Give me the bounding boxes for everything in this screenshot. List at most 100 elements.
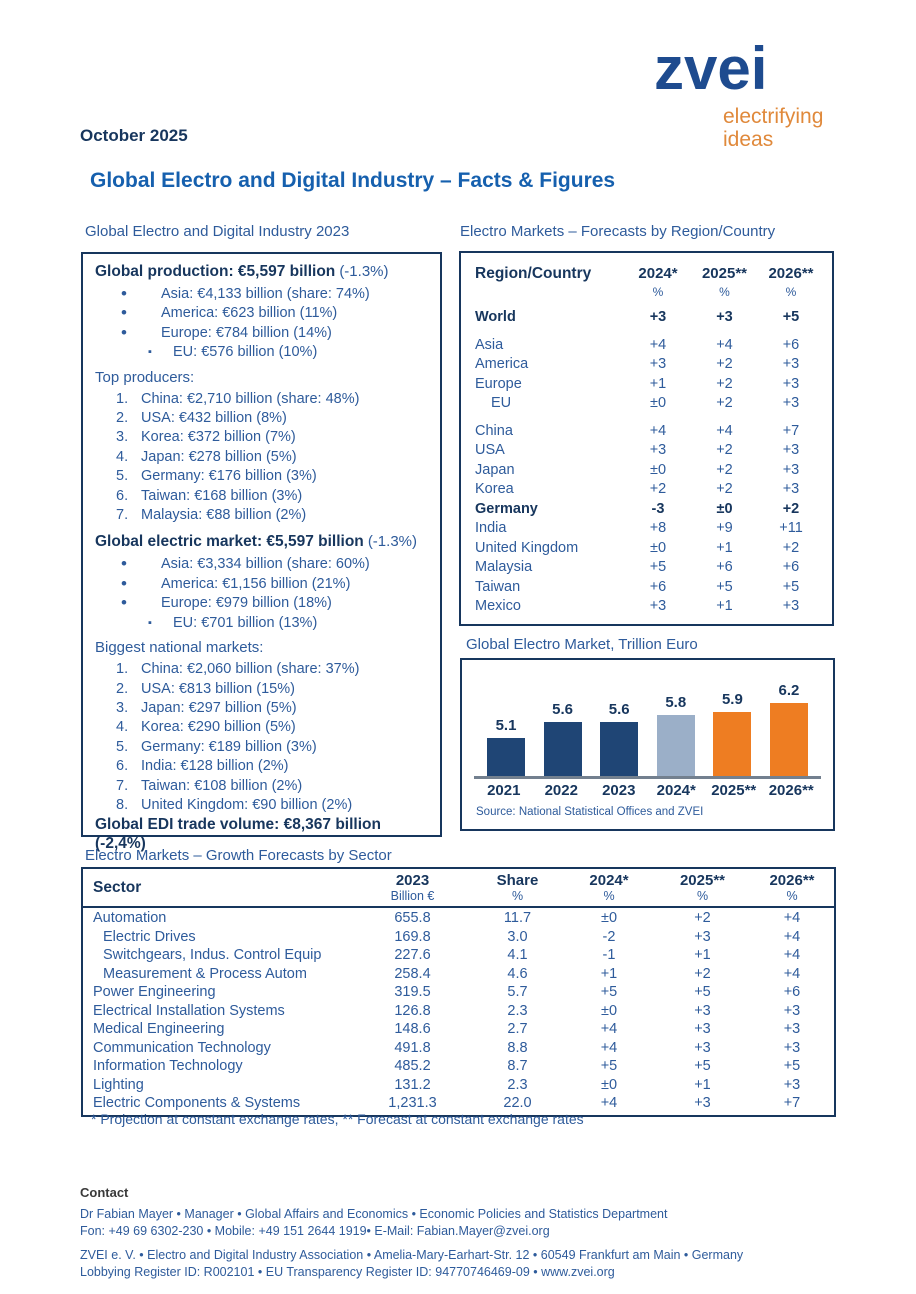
bar-value-label: 5.8 xyxy=(665,694,687,711)
sector-value: 3.0 xyxy=(507,928,528,945)
item-number: 6. xyxy=(116,758,129,775)
region-value: +3 xyxy=(649,442,667,458)
sector-value: +4 xyxy=(600,1039,618,1056)
sector-table-row: Electrical Installation Systems 126.8 2.3 ±… xyxy=(83,1002,834,1021)
sector-value: +5 xyxy=(600,1058,618,1074)
trade-volume-line: Global EDI trade volume: €8,367 billion … xyxy=(95,816,381,853)
sector-value: +1 xyxy=(600,965,618,982)
region-value: +5 xyxy=(649,559,667,575)
sector-value: +3 xyxy=(783,1021,801,1037)
region-year-header: 2026**% xyxy=(758,264,824,300)
bar xyxy=(543,722,582,776)
region-value: +6 xyxy=(716,559,733,575)
region-value: ±0 xyxy=(716,500,733,517)
contact-person-block: Dr Fabian Mayer • Manager • Global Affai… xyxy=(80,1206,667,1239)
numbered-item: 7. Malaysia: €88 billion (2%) xyxy=(95,506,430,525)
numbered-item: 3. Japan: €297 billion (5%) xyxy=(95,699,430,718)
region-value: +3 xyxy=(782,598,800,614)
numbered-item: 5. Germany: €176 billion (3%) xyxy=(95,467,430,486)
sector-table-row: Electric Components & Systems 1,231.3 22.0… xyxy=(83,1094,834,1113)
chart-bar-group: 5.6 xyxy=(537,701,589,776)
item-number: 7. xyxy=(116,777,129,794)
region-table-row: United Kingdom ±0 +1 +2 xyxy=(475,539,824,559)
region-value: +2 xyxy=(649,481,667,497)
bar-category-label: 2022 xyxy=(544,782,578,799)
region-value: +4 xyxy=(649,336,667,353)
region-value: +3 xyxy=(649,598,667,614)
region-table-row: Germany -3 ±0 +2 xyxy=(475,500,824,520)
region-year-header: 2025**% xyxy=(691,264,758,300)
sector-label: Measurement & Process Autom xyxy=(103,965,307,982)
region-value: +7 xyxy=(782,422,800,439)
region-value: +3 xyxy=(649,309,667,325)
electro-market-bar-chart: 5.1 5.6 5.6 5.8 5.9 6.2 2021 2022 2023 2024* 2025… xyxy=(460,658,835,831)
sector-value: 8.8 xyxy=(507,1039,528,1056)
region-value: ±0 xyxy=(649,539,667,556)
sector-table-row: Lighting 131.2 2.3 ±0 +1 +3 xyxy=(83,1076,834,1095)
sector-table-row: Power Engineering 319.5 5.7 +5 +5 +6 xyxy=(83,983,834,1002)
year-label: 2026** xyxy=(768,265,814,282)
item-text: Taiwan: €108 billion (2%) xyxy=(141,777,303,794)
sector-value: +7 xyxy=(783,1095,801,1111)
table-footnote: * Projection at constant exchange rates,… xyxy=(91,1111,584,1127)
chart-category-labels: 2021 2022 2023 2024* 2025** 2026** xyxy=(474,782,821,799)
item-number: 8. xyxy=(116,796,129,813)
item-number: 4. xyxy=(116,448,129,465)
region-table-header: Region/Country 2024*% 2025**% 2026**% xyxy=(475,264,824,300)
region-value: +3 xyxy=(782,375,800,392)
chart-source-note: Source: National Statistical Offices and… xyxy=(476,806,704,818)
item-number: 7. xyxy=(116,507,129,524)
region-value: +1 xyxy=(716,598,733,614)
contact-person-line: Dr Fabian Mayer • Manager • Global Affai… xyxy=(80,1207,668,1221)
sector-value: +4 xyxy=(783,965,801,982)
sector-value: -2 xyxy=(602,928,616,945)
sector-value: +4 xyxy=(783,910,801,926)
sector-value: 22.0 xyxy=(503,1095,532,1111)
sector-year-header: Share% xyxy=(472,872,563,903)
sector-label: Communication Technology xyxy=(93,1039,271,1056)
sector-value: ±0 xyxy=(600,910,618,926)
sector-value: +1 xyxy=(694,1076,711,1093)
column-unit: % xyxy=(786,889,798,903)
list-label: Biggest national markets: xyxy=(95,639,264,657)
sector-value: 8.7 xyxy=(507,1058,528,1074)
region-value: +2 xyxy=(782,539,800,556)
region-table-row: Asia +4 +4 +6 xyxy=(475,336,824,356)
sector-year-header: 2023 Billion € xyxy=(353,872,472,903)
region-label: Mexico xyxy=(475,598,521,614)
sector-value: 2.3 xyxy=(507,1076,528,1093)
sector-value: 4.1 xyxy=(507,947,528,963)
column-label: 2025** xyxy=(679,872,726,889)
numbered-item: 2. USA: €813 billion (15%) xyxy=(95,680,430,699)
chart-bars: 5.1 5.6 5.6 5.8 5.9 6.2 xyxy=(474,666,821,776)
year-label: 2025** xyxy=(701,265,748,282)
list-label: Top producers: xyxy=(95,368,195,386)
region-value: +3 xyxy=(782,442,800,458)
numbered-list: 1. China: €2,710 billion (share: 48%) 2. US… xyxy=(95,390,430,526)
sector-value: +2 xyxy=(694,910,711,926)
item-text: USA: €813 billion (15%) xyxy=(141,680,295,697)
bar xyxy=(487,738,525,776)
sector-value: +4 xyxy=(783,947,801,963)
bar-category-label: 2023 xyxy=(602,782,636,799)
numbered-item: 4. Korea: €290 billion (5%) xyxy=(95,718,430,737)
sector-value: 5.7 xyxy=(507,984,528,1000)
column-unit: % xyxy=(511,889,524,903)
sector-year-header: 2024*% xyxy=(563,872,655,903)
bar xyxy=(769,703,808,776)
column-unit: Billion € xyxy=(390,889,435,903)
contact-org-block: ZVEI e. V. • Electro and Digital Industr… xyxy=(80,1247,743,1280)
sector-label: Automation xyxy=(93,910,167,926)
sector-value: ±0 xyxy=(600,1076,618,1093)
sector-value: 4.6 xyxy=(507,965,528,982)
sector-label: Lighting xyxy=(93,1076,144,1093)
item-text: China: €2,060 billion (share: 37%) xyxy=(141,661,360,678)
date-heading: October 2025 xyxy=(80,126,188,145)
sector-table-row: Measurement & Process Autom 258.4 4.6 +1 +2 +… xyxy=(83,965,834,984)
item-text: Taiwan: €168 billion (3%) xyxy=(141,487,303,504)
region-value: +3 xyxy=(782,481,800,497)
region-value: +1 xyxy=(649,375,667,392)
numbered-item: 6. India: €128 billion (2%) xyxy=(95,757,430,776)
region-label: Japan xyxy=(475,461,515,478)
chart-x-axis xyxy=(474,776,821,779)
